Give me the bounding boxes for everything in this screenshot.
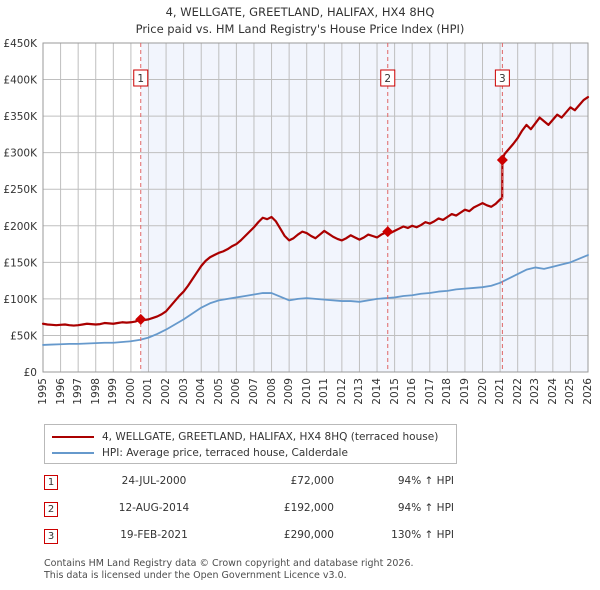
transaction-row: 2 12-AUG-2014 £192,000 94% ↑ HPI (44, 499, 464, 526)
marker-badge-label: 2 (384, 73, 391, 85)
transaction-point-marker (135, 313, 147, 325)
x-axis-tick-label: 2019 (458, 378, 471, 405)
x-axis-tick-label: 1998 (89, 378, 102, 405)
x-axis-tick-label: 2020 (476, 378, 489, 405)
y-axis-tick-label: £200K (3, 221, 38, 233)
y-axis-tick-label: £50K (10, 330, 38, 342)
x-axis-tick-label: 2009 (283, 378, 296, 405)
legend-row-property: 4, WELLGATE, GREETLAND, HALIFAX, HX4 8HQ… (52, 429, 456, 445)
shaded-period-region (140, 43, 588, 372)
transaction-row: 1 24-JUL-2000 £72,000 94% ↑ HPI (44, 472, 464, 499)
x-axis-tick-label: 2004 (195, 378, 208, 405)
legend-swatch-hpi (52, 452, 94, 454)
x-axis-tick-label: 2018 (441, 378, 454, 405)
x-axis-tick-label: 2016 (406, 378, 419, 405)
x-axis-tick-label: 2008 (265, 378, 278, 405)
footer-attribution: Contains HM Land Registry data © Crown c… (44, 558, 584, 581)
x-axis-tick-label: 1996 (54, 378, 67, 405)
x-axis-tick-label: 2011 (318, 378, 331, 405)
transaction-point-marker (496, 154, 508, 166)
y-axis-tick-label: £450K (3, 38, 38, 50)
y-axis-tick-label: £150K (3, 257, 38, 269)
footer-line-copyright: Contains HM Land Registry data © Crown c… (44, 558, 414, 569)
x-axis-tick-label: 1995 (37, 378, 49, 405)
x-axis-tick-label: 2010 (300, 378, 313, 405)
marker-badge-box (494, 69, 510, 87)
x-axis-tick-label: 2021 (494, 378, 507, 405)
transaction-price: £72,000 (290, 475, 334, 487)
transactions-table: 1 24-JUL-2000 £72,000 94% ↑ HPI 2 12-AUG-2014… (44, 472, 464, 553)
page-title: 4, WELLGATE, GREETLAND, HALIFAX, HX4 8HQ… (0, 4, 600, 38)
transaction-row: 3 19-FEB-2021 £290,000 130% ↑ HPI (44, 526, 464, 553)
chart-svg: £0 £50K £100K £150K £200K £250K £300K £350K £400… (3, 38, 590, 379)
transaction-price: £290,000 (283, 529, 334, 541)
x-axis-tick-label: 2006 (230, 378, 243, 405)
y-axis-tick-label: £100K (3, 294, 38, 306)
y-axis-tick-label: £300K (3, 148, 38, 160)
y-axis-tick-label: £400K (3, 75, 38, 87)
x-axis-tick-labels: 1995 1996 1997 1998 1999 2000 2001 2002 2003 2004… (0, 376, 600, 422)
x-axis-tick-label: 2013 (353, 378, 366, 405)
y-axis-tick-label: £0 (24, 367, 37, 376)
series-line (42, 254, 589, 346)
plot-border (42, 42, 589, 373)
x-axis-tick-label: 2017 (423, 378, 436, 405)
x-axis-tick-label: 1999 (107, 378, 120, 405)
marker-badge-box (380, 69, 396, 87)
chart-legend: 4, WELLGATE, GREETLAND, HALIFAX, HX4 8HQ… (44, 424, 457, 464)
y-axis-tick-label: £350K (3, 111, 38, 123)
legend-row-hpi: HPI: Average price, terraced house, Cald… (52, 445, 456, 461)
x-axis-tick-label: 2003 (177, 378, 190, 405)
legend-label-property: 4, WELLGATE, GREETLAND, HALIFAX, HX4 8HQ… (102, 431, 439, 443)
transaction-date: 19-FEB-2021 (120, 529, 188, 541)
transaction-badge: 1 (44, 475, 58, 490)
transaction-hpi-delta: 94% ↑ HPI (397, 475, 454, 487)
footer-line-licence: This data is licensed under the Open Gov… (44, 569, 347, 581)
title-line-address: 4, WELLGATE, GREETLAND, HALIFAX, HX4 8HQ (165, 5, 435, 19)
transaction-price: £192,000 (283, 502, 334, 514)
x-axis-tick-label: 2023 (529, 378, 542, 405)
x-axis-tick-label: 2026 (582, 378, 594, 405)
x-axis-tick-label: 2024 (546, 378, 559, 405)
y-axis-tick-label: £250K (3, 184, 38, 196)
transaction-hpi-delta: 130% ↑ HPI (391, 529, 454, 541)
transaction-hpi-delta: 94% ↑ HPI (397, 502, 454, 514)
x-axis-tick-label: 2015 (388, 378, 401, 405)
transaction-point-marker (382, 226, 394, 238)
transaction-badge: 2 (44, 502, 58, 517)
chart-plot-area: £0 £50K £100K £150K £200K £250K £300K £350K £400… (0, 38, 600, 379)
x-axis-tick-label: 2000 (124, 378, 137, 405)
marker-badge-box (133, 69, 149, 87)
x-axis-tick-label: 2005 (212, 378, 225, 405)
x-axis-tick-label: 2002 (160, 378, 173, 405)
transaction-date: 12-AUG-2014 (118, 502, 190, 514)
x-axis-tick-label: 2025 (564, 378, 577, 405)
marker-badge-label: 1 (137, 73, 144, 85)
x-axis-tick-label: 2022 (511, 378, 524, 405)
x-axis-tick-label: 2012 (335, 378, 348, 405)
x-axis-tick-label: 2001 (142, 378, 155, 405)
title-line-subtitle: Price paid vs. HM Land Registry's House … (135, 22, 465, 36)
transaction-date: 24-JUL-2000 (121, 475, 187, 487)
legend-label-hpi: HPI: Average price, terraced house, Cald… (102, 447, 348, 459)
legend-swatch-property (52, 436, 94, 438)
x-axis-tick-label: 2007 (247, 378, 260, 405)
marker-badge-label: 3 (499, 73, 506, 85)
transaction-badge: 3 (44, 529, 58, 544)
x-axis-tick-label: 2014 (371, 378, 384, 405)
x-axis-tick-label: 1997 (72, 378, 85, 405)
